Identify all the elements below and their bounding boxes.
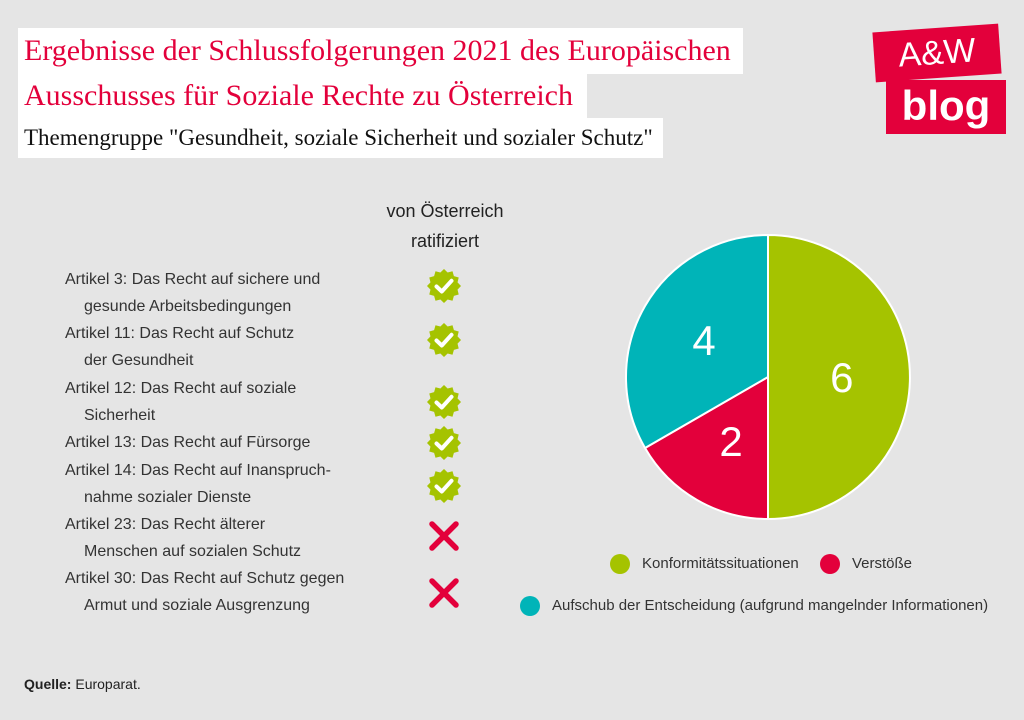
legend-label-deferral: Aufschub der Entscheidung (aufgrund mang… bbox=[552, 597, 989, 614]
article-title: Artikel 30: Das Recht auf Schutz gegen bbox=[65, 570, 345, 587]
cross-icon bbox=[429, 521, 459, 551]
pie-slice-violations bbox=[643, 375, 769, 521]
article-title: Artikel 3: Das Recht auf sichere und bbox=[65, 271, 321, 288]
legend-swatch-conformity bbox=[610, 554, 630, 574]
logo-blog: blog bbox=[886, 80, 1006, 134]
pie-chart: 6 2 4 bbox=[625, 233, 911, 521]
chart-title-line1: Ergebnisse der Schlussfolgerungen 2021 d… bbox=[18, 28, 743, 74]
check-badge-icon bbox=[427, 269, 461, 303]
source-label: Quelle: bbox=[24, 676, 72, 692]
article-row: Artikel 23: Das Recht älterer Menschen au… bbox=[65, 511, 385, 565]
pie-label-deferral: 4 bbox=[692, 317, 715, 364]
article-title-cont: Sicherheit bbox=[84, 407, 156, 424]
source-note: Quelle: Europarat. bbox=[24, 676, 141, 692]
article-title-cont: nahme sozialer Dienste bbox=[84, 489, 252, 506]
article-title: Artikel 11: Das Recht auf Schutz bbox=[65, 325, 295, 342]
pie-slice-deferral bbox=[625, 233, 769, 450]
logo-aw: A&W bbox=[872, 23, 1002, 83]
pie-label-violations: 2 bbox=[719, 418, 742, 465]
legend-swatch-violations bbox=[820, 554, 840, 574]
article-title: Artikel 14: Das Recht auf Inanspruch- bbox=[65, 462, 331, 479]
chart-title-line2: Ausschusses für Soziale Rechte zu Österr… bbox=[18, 74, 587, 118]
article-title-cont: Armut und soziale Ausgrenzung bbox=[84, 597, 310, 614]
article-title-cont: Menschen auf sozialen Schutz bbox=[84, 543, 302, 560]
ratified-header-line1: von Österreich bbox=[386, 201, 504, 221]
legend-label-violations: Verstöße bbox=[852, 555, 913, 572]
article-title-cont: gesunde Arbeitsbedingungen bbox=[84, 298, 292, 315]
ratified-header-line2: ratifiziert bbox=[410, 231, 479, 251]
article-title-cont: der Gesundheit bbox=[84, 352, 194, 369]
article-title: Artikel 23: Das Recht älterer bbox=[65, 516, 266, 533]
check-badge-icon bbox=[427, 323, 461, 357]
article-row: Artikel 13: Das Recht auf Fürsorge bbox=[65, 429, 385, 456]
ratified-column-header: von Österreich ratifiziert bbox=[330, 196, 560, 256]
chart-subtitle: Themengruppe "Gesundheit, soziale Sicher… bbox=[18, 118, 663, 158]
article-title: Artikel 13: Das Recht auf Fürsorge bbox=[65, 434, 311, 451]
legend-swatch-deferral bbox=[520, 596, 540, 616]
cross-icon bbox=[429, 578, 459, 608]
article-row: Artikel 11: Das Recht auf Schutz der Gesu… bbox=[65, 320, 385, 374]
legend-label-conformity: Konformitätssituationen bbox=[642, 555, 799, 572]
article-row: Artikel 3: Das Recht auf sichere und gesu… bbox=[65, 266, 385, 320]
article-row: Artikel 12: Das Recht auf soziale Sicherh… bbox=[65, 375, 385, 429]
source-text: Europarat. bbox=[71, 676, 141, 692]
article-row: Artikel 14: Das Recht auf Inanspruch-nah… bbox=[65, 457, 385, 511]
check-badge-icon bbox=[427, 469, 461, 503]
pie-slice-conformity bbox=[767, 233, 911, 521]
check-badge-icon bbox=[427, 426, 461, 460]
pie-label-conformity: 6 bbox=[830, 354, 853, 401]
check-badge-icon bbox=[427, 385, 461, 419]
article-title: Artikel 12: Das Recht auf soziale bbox=[65, 380, 297, 397]
article-row: Artikel 30: Das Recht auf Schutz gegen Ar… bbox=[65, 565, 385, 619]
